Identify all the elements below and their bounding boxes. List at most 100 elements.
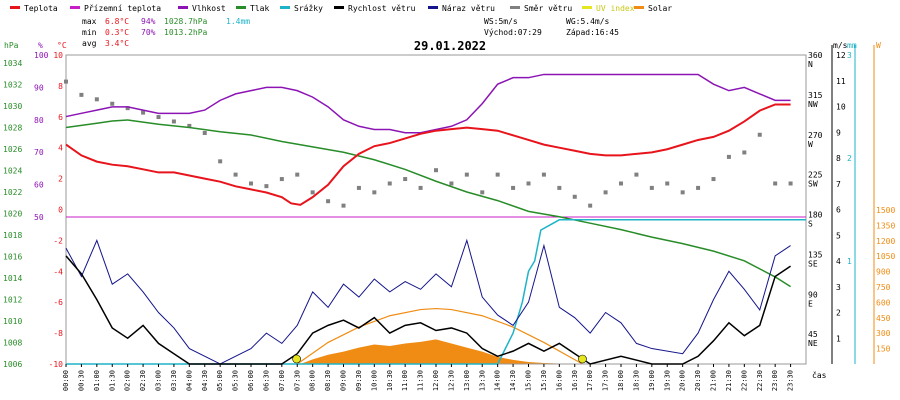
axis-hpa-tick: 1006 [3,360,22,369]
wind-direction-dot [403,177,408,182]
stat-min-press: 1013.2hPa [164,28,208,37]
wind-direction-dot [788,181,793,186]
axis-hpa-title: hPa [4,41,19,50]
time-tick-label: 06:00 [247,370,255,391]
time-tick-label: 07:30 [293,370,301,391]
legend-swatch [70,6,80,9]
axis-w-tick: 450 [876,314,891,323]
axis-ms-tick: 7 [836,180,841,189]
time-tick-label: 14:30 [509,370,517,391]
legend-swatch [582,6,592,9]
wind-direction-dot [341,203,346,208]
stat-max-hum: 94% [141,17,156,26]
wind-direction-dot [218,159,223,164]
axis-temp-tick: 6 [58,113,63,122]
legend-label: Náraz větru [442,4,495,13]
wind-direction-dot [696,185,701,190]
axis-hpa-tick: 1034 [3,59,22,68]
stat-max-rain: 1.4mm [226,17,250,26]
axis-pct-tick: 90 [34,83,44,92]
axis-temp-tick: -2 [53,236,63,245]
time-tick-label: 13:00 [463,370,471,391]
time-tick-label: 17:00 [586,370,594,391]
chart-date: 29.01.2022 [414,39,486,53]
wind-direction-dot [387,181,392,186]
time-tick-label: 09:30 [355,370,363,391]
axis-pct-tick: 70 [34,148,44,157]
wind-direction-dot [310,190,315,195]
wind-direction-dot [511,185,516,190]
time-tick-label: 00:30 [77,370,85,391]
axis-temp-tick: 4 [58,144,63,153]
wind-direction-dot [480,190,485,195]
axis-hpa-tick: 1022 [3,188,22,197]
axis-dir-letter: NE [808,339,818,348]
humidity-line [65,73,791,134]
stat-avg-temp: 3.4°C [105,39,129,48]
axis-ms-tick: 6 [836,206,841,215]
time-tick-label: 02:30 [139,370,147,391]
legend: Teplota Přízemní teplota Vlhkost Tlak Srážky… [10,4,672,13]
time-tick-label: 23:30 [787,370,795,391]
axis-w-tick: 750 [876,283,891,292]
axis-dir-tick: 315 [808,91,823,100]
wind-direction-dot [541,172,546,177]
wind-plot [65,238,791,365]
time-tick-label: 00:00 [62,370,70,391]
time-tick-label: 05:00 [216,370,224,391]
sun-markers [292,354,587,364]
axis-temp-tick: -8 [53,329,63,338]
axis-w-tick: 1050 [876,252,895,261]
wind-direction-dot [110,101,115,106]
stats-box: max 6.8°C 94% 1028.7hPa 1.4mm min 0.3°C … [82,17,250,48]
wind-direction-dot [279,177,284,182]
sun-marker [578,354,587,364]
wind-direction-dot [464,172,469,177]
axis-temp-title: °C [57,41,67,50]
axis-ms-title: m/s [833,41,848,50]
legend-swatch [634,6,644,9]
axis-ms-tick: 8 [836,154,841,163]
solar-max-line [296,307,583,365]
wind-direction-dot [249,181,253,186]
axis-ms-tick: 10 [836,103,846,112]
axis-dir-tick: 225 [808,171,823,180]
time-tick-label: 15:00 [525,370,533,391]
axis-hpa-tick: 1028 [3,124,22,133]
axis-ms-tick: 4 [836,257,841,266]
pressure-line [65,119,791,288]
axis-mm-tick: 3 [847,51,852,60]
sunset-text: Západ:16:45 [566,28,619,37]
legend-label: Teplota [24,4,58,13]
axis-hpa-tick: 1026 [3,145,22,154]
time-tick-label: 11:30 [417,370,425,391]
stat-max-temp: 6.8°C [105,17,129,26]
wind-direction-dot [233,172,238,177]
wind-direction-dot [79,92,84,97]
wind-speed-line [65,255,791,365]
axis-temp-tick: -4 [53,267,63,276]
axis-ms-tick: 9 [836,128,841,137]
wind-direction-dot [757,132,762,137]
wind-direction-dot [619,181,623,186]
axis-ms-tick: 3 [836,283,841,292]
axis-dir-tick: 270 [808,131,823,140]
time-tick-label: 12:00 [432,370,440,391]
time-tick-label: 04:00 [185,370,193,391]
sun-marker [292,354,301,364]
axis-hpa-tick: 1020 [3,210,22,219]
wind-direction-dot [726,154,731,159]
legend-swatch [428,6,438,9]
axis-w-tick: 150 [876,345,891,354]
axis-w-title: W [876,41,881,50]
time-tick-label: 15:30 [540,370,548,391]
axis-hpa-tick: 1024 [3,167,22,176]
wind-direction-dot [680,190,685,195]
legend-swatch [280,6,290,9]
axis-w-tick: 1200 [876,237,895,246]
axis-dir-tick: 360 [808,51,823,60]
time-tick-label: 03:30 [170,370,178,391]
legend-swatch [334,6,344,9]
axis-temp-tick: 8 [58,82,63,91]
